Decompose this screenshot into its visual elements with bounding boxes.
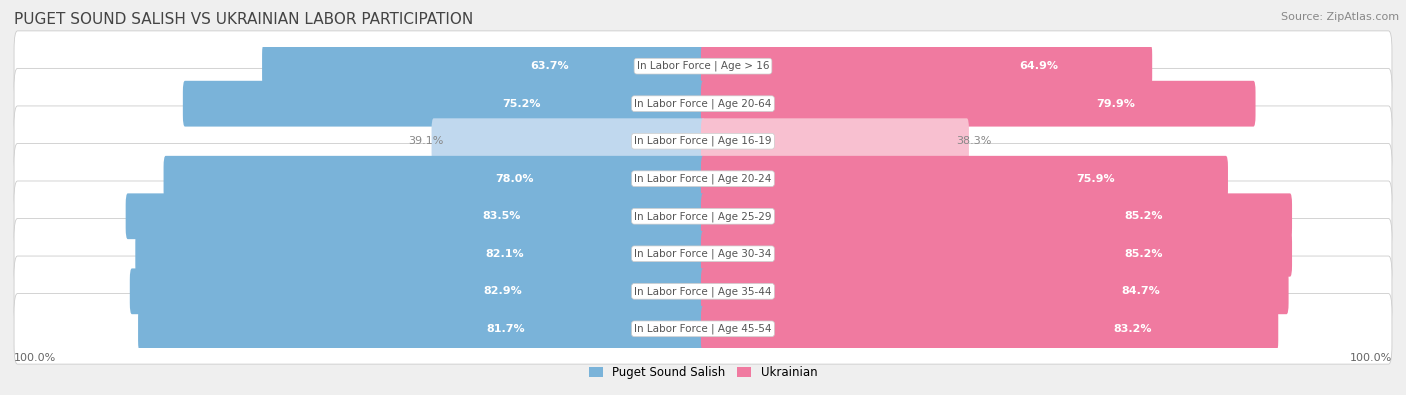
FancyBboxPatch shape xyxy=(14,293,1392,364)
FancyBboxPatch shape xyxy=(14,68,1392,139)
Legend: Puget Sound Salish, Ukrainian: Puget Sound Salish, Ukrainian xyxy=(583,361,823,384)
Text: In Labor Force | Age 45-54: In Labor Force | Age 45-54 xyxy=(634,324,772,334)
Text: In Labor Force | Age 16-19: In Labor Force | Age 16-19 xyxy=(634,136,772,147)
FancyBboxPatch shape xyxy=(702,43,1152,89)
FancyBboxPatch shape xyxy=(702,81,1256,126)
Text: 82.1%: 82.1% xyxy=(485,249,524,259)
Text: 64.9%: 64.9% xyxy=(1019,61,1057,71)
FancyBboxPatch shape xyxy=(702,156,1227,201)
Text: 85.2%: 85.2% xyxy=(1123,211,1163,221)
Text: 79.9%: 79.9% xyxy=(1097,99,1135,109)
Text: 83.2%: 83.2% xyxy=(1114,324,1152,334)
Text: 78.0%: 78.0% xyxy=(496,174,534,184)
Text: 39.1%: 39.1% xyxy=(409,136,444,146)
FancyBboxPatch shape xyxy=(163,156,704,201)
FancyBboxPatch shape xyxy=(14,256,1392,327)
FancyBboxPatch shape xyxy=(702,194,1292,239)
Text: In Labor Force | Age 25-29: In Labor Force | Age 25-29 xyxy=(634,211,772,222)
Text: In Labor Force | Age 35-44: In Labor Force | Age 35-44 xyxy=(634,286,772,297)
FancyBboxPatch shape xyxy=(14,106,1392,177)
FancyBboxPatch shape xyxy=(135,231,704,276)
Text: 63.7%: 63.7% xyxy=(530,61,568,71)
Text: 81.7%: 81.7% xyxy=(486,324,526,334)
FancyBboxPatch shape xyxy=(432,118,704,164)
FancyBboxPatch shape xyxy=(125,194,704,239)
FancyBboxPatch shape xyxy=(14,181,1392,252)
Text: 84.7%: 84.7% xyxy=(1121,286,1160,296)
Text: Source: ZipAtlas.com: Source: ZipAtlas.com xyxy=(1281,12,1399,22)
Text: 100.0%: 100.0% xyxy=(14,353,56,363)
FancyBboxPatch shape xyxy=(702,269,1289,314)
Text: In Labor Force | Age 20-64: In Labor Force | Age 20-64 xyxy=(634,98,772,109)
FancyBboxPatch shape xyxy=(702,231,1292,276)
Text: 82.9%: 82.9% xyxy=(484,286,523,296)
Text: In Labor Force | Age 30-34: In Labor Force | Age 30-34 xyxy=(634,248,772,259)
Text: 85.2%: 85.2% xyxy=(1123,249,1163,259)
Text: 75.9%: 75.9% xyxy=(1076,174,1115,184)
Text: 83.5%: 83.5% xyxy=(482,211,520,221)
FancyBboxPatch shape xyxy=(14,31,1392,102)
FancyBboxPatch shape xyxy=(262,43,704,89)
Text: 38.3%: 38.3% xyxy=(956,136,991,146)
FancyBboxPatch shape xyxy=(14,218,1392,289)
FancyBboxPatch shape xyxy=(138,306,704,352)
FancyBboxPatch shape xyxy=(14,143,1392,214)
Text: PUGET SOUND SALISH VS UKRAINIAN LABOR PARTICIPATION: PUGET SOUND SALISH VS UKRAINIAN LABOR PA… xyxy=(14,12,474,27)
Text: In Labor Force | Age 20-24: In Labor Force | Age 20-24 xyxy=(634,173,772,184)
FancyBboxPatch shape xyxy=(183,81,704,126)
FancyBboxPatch shape xyxy=(702,118,969,164)
Text: In Labor Force | Age > 16: In Labor Force | Age > 16 xyxy=(637,61,769,71)
FancyBboxPatch shape xyxy=(129,269,704,314)
Text: 100.0%: 100.0% xyxy=(1350,353,1392,363)
Text: 75.2%: 75.2% xyxy=(502,99,541,109)
FancyBboxPatch shape xyxy=(702,306,1278,352)
